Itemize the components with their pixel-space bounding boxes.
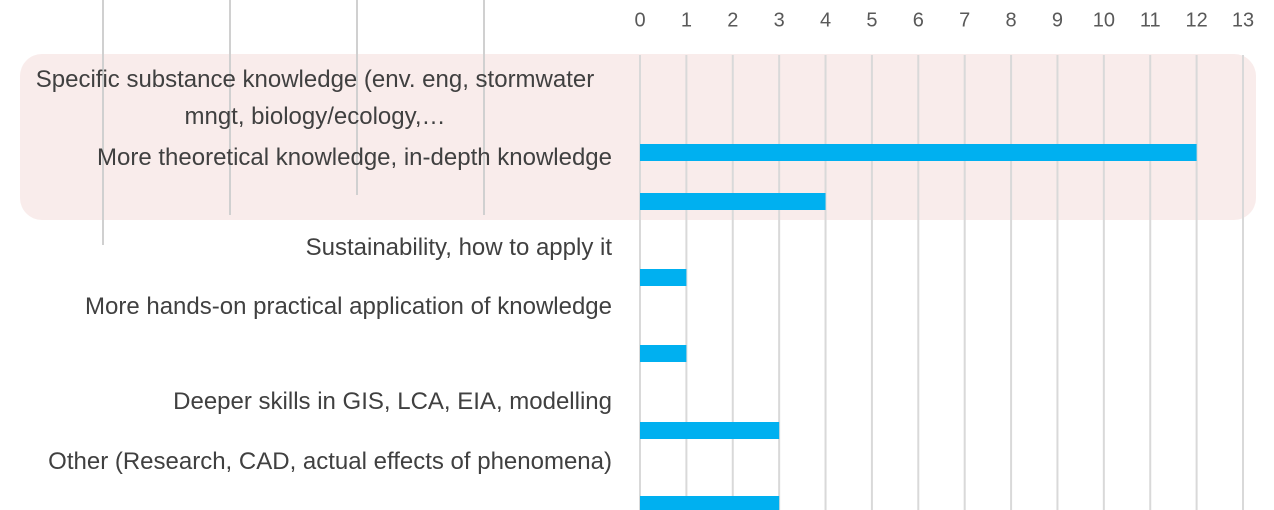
- x-tick-label: 3: [774, 9, 785, 31]
- x-tick-label: 11: [1140, 9, 1161, 31]
- category-label-row: Sustainability, how to apply it: [18, 229, 612, 266]
- category-label-row: Other (Research, CAD, actual effects of …: [18, 443, 612, 480]
- category-label: Specific substance knowledge (env. eng, …: [35, 66, 595, 130]
- selection-highlight: [20, 54, 1256, 220]
- bar: [640, 269, 687, 286]
- x-tick-label: 12: [1185, 9, 1207, 31]
- x-tick-label: 1: [681, 9, 692, 31]
- x-tick-label: 0: [634, 9, 645, 31]
- bar: [640, 144, 1197, 161]
- category-label: Sustainability, how to apply it: [305, 234, 612, 261]
- x-tick-label: 9: [1052, 9, 1063, 31]
- category-label: More theoretical knowledge, in-depth kno…: [97, 144, 612, 171]
- x-tick-label: 8: [1006, 9, 1017, 31]
- bar: [640, 193, 826, 210]
- bars: [640, 144, 1197, 510]
- bar: [640, 345, 687, 362]
- x-tick-label: 7: [959, 9, 970, 31]
- bar: [640, 496, 780, 510]
- x-tick-label: 2: [727, 9, 738, 31]
- category-label-row: More theoretical knowledge, in-depth kno…: [18, 139, 612, 176]
- category-label-row: More hands-on practical application of k…: [18, 288, 612, 325]
- bar: [640, 422, 780, 439]
- background-lines: [102, 0, 485, 245]
- category-label: More hands-on practical application of k…: [85, 293, 612, 320]
- category-label: Deeper skills in GIS, LCA, EIA, modellin…: [173, 388, 612, 415]
- category-label: Other (Research, CAD, actual effects of …: [48, 448, 612, 475]
- category-label-row: Specific substance knowledge (env. eng, …: [18, 61, 612, 135]
- x-tick-label: 6: [913, 9, 924, 31]
- x-tick-label: 5: [866, 9, 877, 31]
- category-label-row: Deeper skills in GIS, LCA, EIA, modellin…: [18, 383, 612, 420]
- grid: [639, 55, 1244, 510]
- x-tick-label: 4: [820, 9, 831, 31]
- x-tick-label: 13: [1232, 9, 1254, 31]
- x-tick-label: 10: [1093, 9, 1115, 31]
